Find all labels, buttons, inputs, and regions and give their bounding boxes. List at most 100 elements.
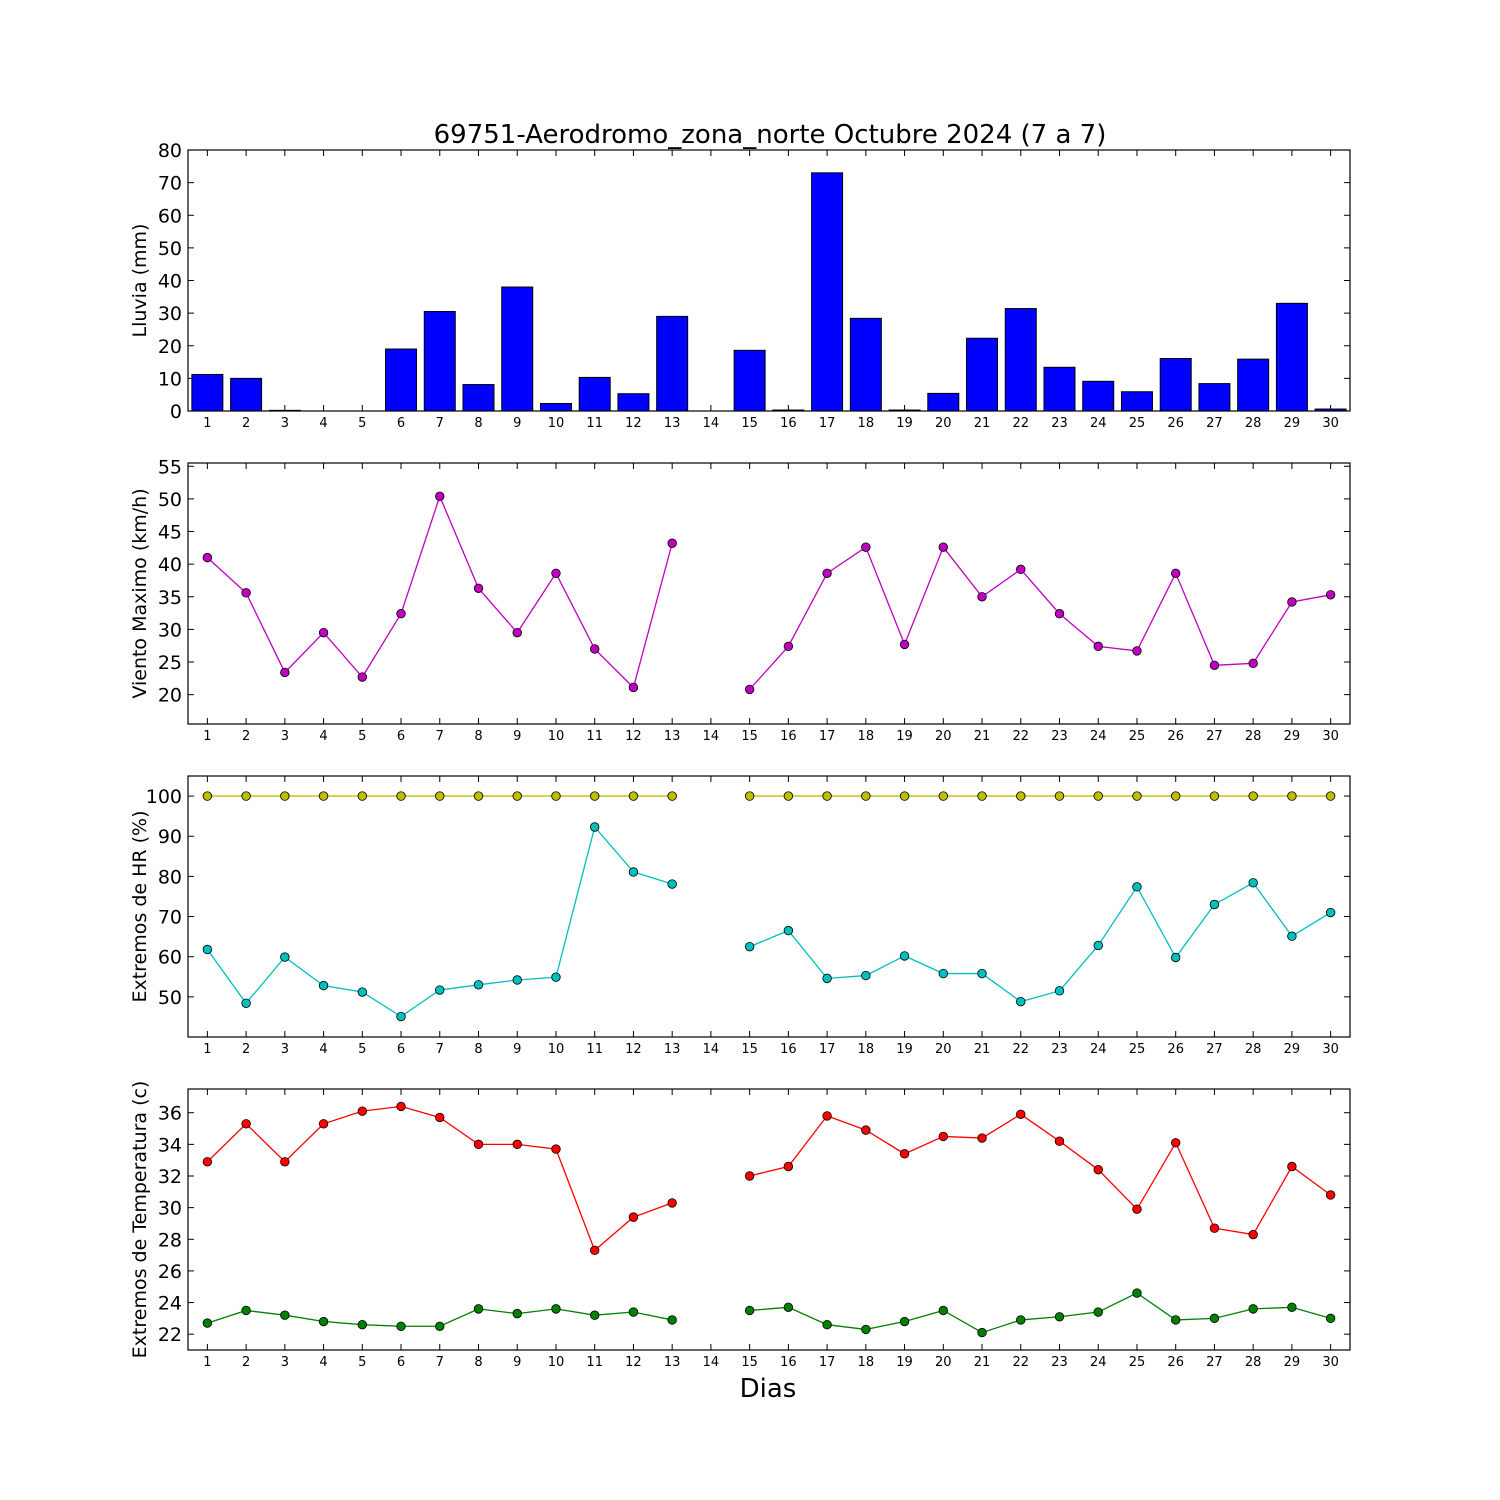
- wind-point: [551, 568, 561, 578]
- rain-bar: [1004, 308, 1037, 412]
- rain-bar: [1159, 357, 1192, 412]
- tmin-point: [744, 1305, 755, 1316]
- wind-point: [628, 682, 639, 693]
- rain-bar: [811, 172, 844, 412]
- hr-min-point: [899, 951, 910, 961]
- wind-point: [1016, 564, 1026, 575]
- x-tick-label: 19: [896, 1355, 913, 1370]
- wind-line: [206, 494, 673, 689]
- tmax-line: [206, 1105, 673, 1252]
- x-tick-label: 23: [1051, 729, 1068, 744]
- x-tick-label: 27: [1206, 416, 1223, 431]
- x-tick-label: 26: [1167, 416, 1184, 431]
- rain-bar: [191, 373, 224, 412]
- hr-min-point: [512, 975, 522, 985]
- x-tick-label: 6: [397, 1355, 405, 1370]
- y-tick-label: 60: [158, 947, 182, 969]
- x-tick-label: 25: [1129, 1355, 1146, 1370]
- hr-min-point: [1287, 931, 1297, 941]
- x-tick-label: 8: [474, 1042, 482, 1057]
- x-tick-label: 28: [1245, 1355, 1262, 1370]
- tmin-point: [861, 1324, 871, 1335]
- x-tick-label: 19: [896, 416, 913, 431]
- x-tick-label: 29: [1284, 729, 1301, 744]
- x-tick-label: 22: [1012, 1042, 1029, 1057]
- y-tick-label: 32: [158, 1166, 182, 1188]
- x-tick-label: 10: [548, 1355, 565, 1370]
- x-tick-label: 25: [1129, 416, 1146, 431]
- wind-point: [1325, 590, 1336, 600]
- x-tick-label: 9: [513, 1355, 521, 1370]
- tmin-point: [473, 1304, 484, 1314]
- y-tick-label: 26: [158, 1261, 182, 1283]
- x-tick-label: 2: [242, 729, 250, 744]
- x-tick-label: 27: [1206, 1355, 1223, 1370]
- x-tick-label: 9: [513, 1042, 521, 1057]
- y-tick-label: 36: [158, 1103, 182, 1125]
- wind-point: [822, 568, 832, 578]
- y-tick-label: 22: [158, 1324, 182, 1346]
- tmax-point: [318, 1119, 329, 1129]
- tmin-point: [318, 1316, 329, 1327]
- wind-point: [783, 641, 794, 652]
- x-tick-label: 10: [548, 1042, 565, 1057]
- x-tick-label: 23: [1051, 416, 1068, 431]
- x-tick-label: 4: [319, 729, 327, 744]
- y-tick-label: 34: [158, 1134, 182, 1156]
- y-tick-label: 28: [158, 1229, 182, 1251]
- x-tick-label: 24: [1090, 1042, 1107, 1057]
- x-tick-label: 9: [513, 729, 521, 744]
- y-tick-label: 70: [158, 907, 182, 929]
- x-axis-label: Dias: [740, 1374, 797, 1404]
- tmin-point: [628, 1307, 639, 1317]
- wind-point: [590, 644, 600, 654]
- x-tick-label: 16: [780, 1355, 797, 1370]
- x-tick-label: 22: [1012, 416, 1029, 431]
- wind-point: [899, 639, 910, 650]
- x-tick-label: 11: [586, 416, 603, 431]
- x-tick-label: 21: [974, 416, 991, 431]
- x-tick-label: 6: [397, 1042, 405, 1057]
- hr-max-point: [744, 791, 755, 801]
- hr-max-point: [1054, 791, 1065, 801]
- tmin-point: [280, 1310, 290, 1320]
- x-tick-label: 4: [319, 1355, 327, 1370]
- tmax-point: [241, 1119, 251, 1129]
- x-tick-label: 7: [436, 416, 444, 431]
- x-tick-label: 29: [1284, 1042, 1301, 1057]
- x-tick-label: 24: [1090, 416, 1107, 431]
- tmin-point: [202, 1318, 213, 1328]
- x-tick-label: 14: [703, 729, 720, 744]
- x-tick-label: 1: [203, 416, 211, 431]
- x-tick-label: 23: [1051, 1355, 1068, 1370]
- wind-point: [512, 627, 522, 638]
- chart-title: 69751-Aerodromo_zona_norte Octubre 2024 …: [434, 120, 1107, 150]
- tmin-point: [357, 1319, 368, 1330]
- x-tick-label: 29: [1284, 416, 1301, 431]
- y-tick-label: 80: [158, 140, 182, 162]
- x-tick-label: 15: [741, 416, 758, 431]
- x-tick-label: 13: [664, 416, 681, 431]
- x-tick-label: 4: [319, 1042, 327, 1057]
- rain-bar: [539, 402, 572, 412]
- x-tick-label: 18: [858, 416, 875, 431]
- x-tick-label: 4: [319, 416, 327, 431]
- rain-bar: [1082, 380, 1115, 412]
- x-tick-label: 11: [586, 729, 603, 744]
- x-tick-label: 16: [780, 729, 797, 744]
- wind-point: [861, 542, 871, 552]
- tmax-point: [435, 1112, 445, 1123]
- tmax-point: [1016, 1109, 1026, 1120]
- rain-bar: [1237, 358, 1270, 412]
- tmin-point: [1325, 1313, 1336, 1324]
- y-tick-label: 10: [158, 368, 182, 390]
- tmin-point: [241, 1305, 251, 1316]
- hr-max-point: [202, 791, 213, 801]
- tmin-point: [1170, 1315, 1181, 1325]
- wind-point: [744, 684, 755, 695]
- tmin-point: [512, 1308, 522, 1319]
- wind-point: [938, 542, 949, 552]
